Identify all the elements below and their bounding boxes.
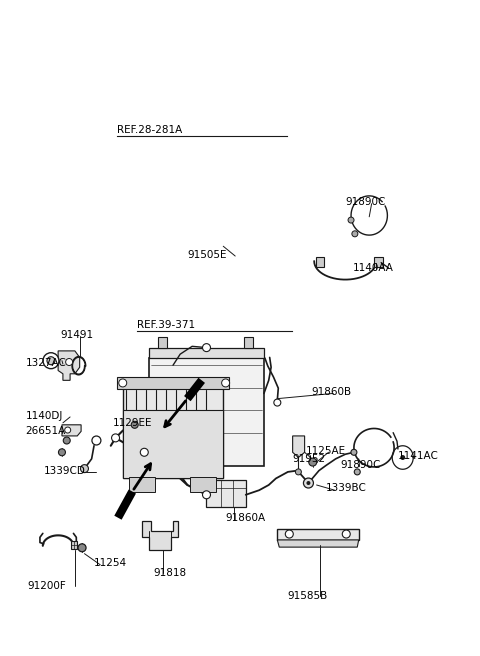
Bar: [149, 358, 264, 466]
Circle shape: [131, 421, 138, 428]
Circle shape: [43, 353, 59, 369]
Text: 1339CD: 1339CD: [44, 466, 85, 476]
Circle shape: [303, 478, 313, 488]
Circle shape: [348, 217, 354, 223]
Circle shape: [309, 458, 317, 466]
Bar: [316, 257, 324, 267]
Text: 11254: 11254: [94, 558, 127, 569]
Circle shape: [222, 379, 229, 387]
Circle shape: [352, 231, 358, 237]
Circle shape: [66, 359, 72, 365]
Circle shape: [400, 455, 405, 460]
Circle shape: [295, 469, 301, 475]
Text: REF.39-371: REF.39-371: [137, 319, 195, 330]
Circle shape: [203, 344, 211, 352]
Polygon shape: [277, 529, 359, 540]
Bar: [157, 337, 167, 348]
Text: 1140DJ: 1140DJ: [25, 411, 63, 420]
Bar: [206, 480, 246, 506]
Text: 1339BC: 1339BC: [326, 483, 367, 493]
Circle shape: [59, 449, 65, 456]
Circle shape: [274, 399, 281, 406]
Text: 91491: 91491: [60, 329, 94, 340]
Bar: [123, 410, 223, 478]
Text: REF.28-281A: REF.28-281A: [117, 125, 182, 134]
Circle shape: [78, 544, 86, 552]
Circle shape: [351, 449, 357, 455]
Bar: [149, 348, 264, 358]
Text: 91585B: 91585B: [288, 591, 328, 601]
Text: 1327AC: 1327AC: [25, 358, 66, 367]
Polygon shape: [58, 351, 80, 380]
Polygon shape: [293, 436, 305, 457]
Text: 91860A: 91860A: [226, 513, 266, 523]
Bar: [244, 337, 253, 348]
Text: 91952: 91952: [293, 454, 326, 464]
Circle shape: [47, 357, 55, 365]
Bar: [71, 541, 77, 549]
Text: 26651A: 26651A: [25, 426, 66, 436]
Bar: [129, 477, 156, 491]
Circle shape: [63, 437, 70, 444]
Bar: [117, 377, 229, 389]
Text: 91890C: 91890C: [345, 197, 385, 207]
Text: 1140AA: 1140AA: [352, 263, 393, 273]
Text: 1125AE: 1125AE: [306, 446, 346, 456]
Circle shape: [140, 448, 148, 457]
Circle shape: [285, 530, 293, 538]
Text: 91200F: 91200F: [27, 581, 66, 591]
Circle shape: [81, 464, 88, 472]
Text: 91818: 91818: [154, 568, 187, 579]
Text: 1141AC: 1141AC: [398, 451, 439, 461]
Circle shape: [92, 436, 101, 445]
Polygon shape: [277, 540, 359, 547]
Bar: [374, 257, 383, 267]
Bar: [190, 477, 216, 491]
Circle shape: [203, 491, 211, 499]
Polygon shape: [142, 521, 178, 550]
Text: 1129EE: 1129EE: [113, 418, 153, 428]
Circle shape: [306, 481, 311, 485]
Text: 91890C: 91890C: [340, 461, 381, 470]
Bar: [123, 387, 223, 478]
Circle shape: [111, 434, 120, 442]
Polygon shape: [62, 425, 81, 436]
Circle shape: [354, 469, 360, 475]
Text: 91860B: 91860B: [312, 387, 352, 397]
Circle shape: [342, 530, 350, 538]
Circle shape: [119, 379, 127, 387]
Circle shape: [65, 427, 71, 433]
Text: 91505E: 91505E: [187, 250, 227, 260]
